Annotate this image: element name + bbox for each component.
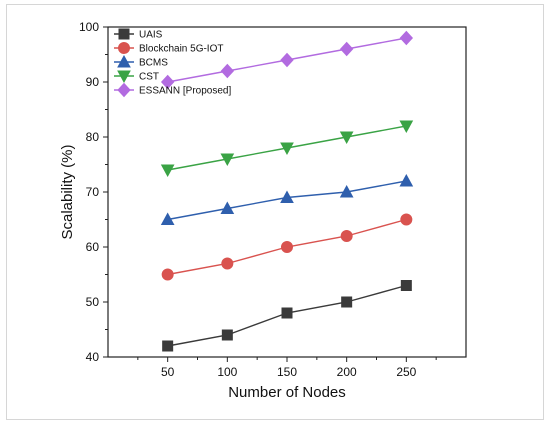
y-tick-label: 60 <box>86 240 100 254</box>
data-point <box>220 63 235 79</box>
data-point <box>280 190 294 203</box>
data-point <box>339 41 354 57</box>
data-point <box>339 184 354 198</box>
legend-label: Blockchain 5G-IOT <box>139 44 223 55</box>
data-point <box>399 173 414 187</box>
x-tick-label: 100 <box>217 365 237 379</box>
x-tick-label: 50 <box>161 365 175 379</box>
data-point <box>160 74 175 90</box>
x-tick-label: 150 <box>277 365 297 379</box>
x-tick-label: 200 <box>337 365 357 379</box>
legend-label: CST <box>139 72 159 83</box>
data-point <box>400 213 413 226</box>
legend: UAIS Blockchain 5G-IOT BCMS CST ESSANN [Prop… <box>114 28 231 98</box>
data-point <box>220 153 235 167</box>
data-point <box>160 212 175 225</box>
legend-entry: Blockchain 5G-IOT <box>114 42 223 55</box>
legend-marker <box>117 70 131 84</box>
y-tick-label: 40 <box>86 350 100 364</box>
data-point <box>221 257 234 270</box>
legend-entry: CST <box>114 70 159 84</box>
x-tick-label: 250 <box>396 365 416 379</box>
data-point <box>280 142 294 156</box>
data-point <box>399 120 414 134</box>
data-point <box>160 164 175 178</box>
data-point <box>339 131 354 145</box>
data-point <box>341 296 353 308</box>
legend-label: UAIS <box>139 30 163 41</box>
data-point <box>399 30 414 46</box>
data-point <box>281 307 293 319</box>
legend-entry: BCMS <box>114 54 168 69</box>
legend-label: ESSANN [Proposed] <box>139 86 231 97</box>
series-layer <box>160 30 414 352</box>
legend-marker <box>117 82 131 98</box>
data-point <box>281 241 293 253</box>
legend-entry: ESSANN [Proposed] <box>114 82 231 98</box>
legend-label: BCMS <box>139 58 168 69</box>
x-axis-title: Number of Nodes <box>228 384 346 401</box>
legend-marker <box>117 54 131 68</box>
series-4 <box>160 120 414 178</box>
data-point <box>400 280 412 291</box>
data-point <box>161 268 174 281</box>
series-3 <box>160 173 414 225</box>
series-5 <box>160 30 414 90</box>
y-tick-label: 80 <box>86 130 100 144</box>
legend-marker <box>118 28 130 40</box>
y-tick-label: 100 <box>79 20 99 34</box>
data-point <box>162 340 174 352</box>
data-point <box>280 52 294 68</box>
data-point <box>340 230 353 242</box>
y-axis-title: Scalability (%) <box>59 144 76 239</box>
data-point <box>221 329 233 341</box>
series-1 <box>162 280 412 352</box>
legend-marker <box>118 42 130 54</box>
y-tick-label: 90 <box>86 75 100 89</box>
series-2 <box>161 213 413 281</box>
axes: 40 50 60 70 80 90 100 50 100 150 200 250 <box>79 20 467 379</box>
y-tick-label: 70 <box>86 185 100 199</box>
y-tick-label: 50 <box>86 295 100 309</box>
figure-frame <box>6 4 544 420</box>
legend-entry: UAIS <box>114 28 163 41</box>
data-point <box>220 201 235 214</box>
